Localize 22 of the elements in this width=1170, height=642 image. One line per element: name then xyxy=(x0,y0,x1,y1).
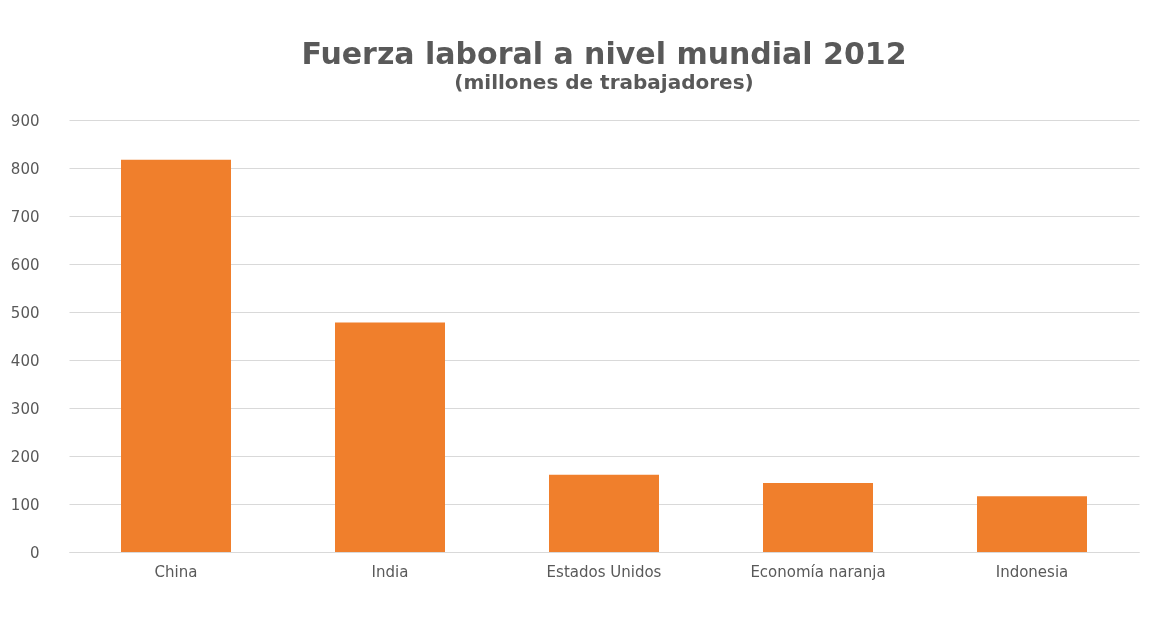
y-tick-label: 700 xyxy=(10,207,40,226)
bar xyxy=(763,482,873,552)
bar xyxy=(121,159,231,552)
y-tick-label: 300 xyxy=(10,399,40,418)
y-tick-label: 200 xyxy=(10,447,40,466)
y-tick-label: 900 xyxy=(10,111,40,130)
y-tick-label: 500 xyxy=(10,303,40,322)
x-tick-label: Indonesia xyxy=(995,562,1069,581)
y-tick-label: 0 xyxy=(29,543,40,562)
bar xyxy=(335,322,445,552)
x-tick-label: Economía naranja xyxy=(750,562,886,581)
bar xyxy=(977,496,1087,552)
y-tick-label: 100 xyxy=(10,495,40,514)
y-tick-label: 800 xyxy=(10,159,40,178)
x-tick-label: India xyxy=(371,562,409,581)
x-tick-label: Estados Unidos xyxy=(546,562,662,581)
bar xyxy=(549,474,659,552)
y-tick-label: 400 xyxy=(10,351,40,370)
chart-subtitle: (millones de trabajadores) xyxy=(454,70,754,94)
x-tick-label: China xyxy=(154,562,198,581)
y-tick-label: 600 xyxy=(10,255,40,274)
chart-title: Fuerza laboral a nivel mundial 2012 xyxy=(301,36,907,71)
